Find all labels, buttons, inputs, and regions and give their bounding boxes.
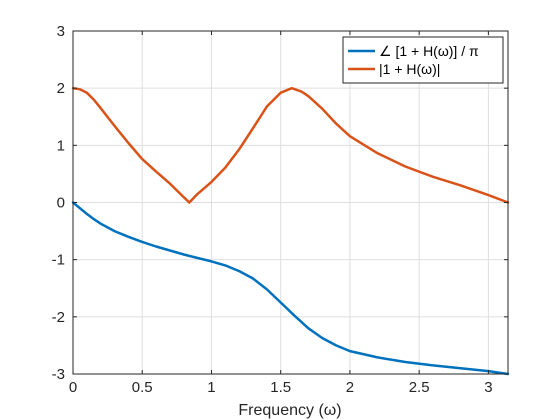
x-tick-label: 3 bbox=[484, 379, 492, 396]
legend: ∠ [1 + H(ω)] / π |1 + H(ω)| bbox=[342, 36, 504, 84]
x-tick-label: 2.5 bbox=[409, 379, 430, 396]
series-line-2 bbox=[71, 86, 510, 204]
y-tick-label: -2 bbox=[52, 309, 65, 326]
x-tick-label: 0 bbox=[69, 379, 77, 396]
legend-box bbox=[342, 36, 504, 84]
tick-marks bbox=[72, 30, 508, 375]
y-tick-label: -3 bbox=[52, 366, 65, 383]
legend-label-2: |1 + H(ω)| bbox=[379, 61, 440, 77]
y-tick-label: 3 bbox=[57, 23, 65, 40]
series-layer bbox=[71, 86, 510, 376]
y-tick-label: 0 bbox=[57, 195, 65, 212]
x-tick-label: 1 bbox=[207, 379, 215, 396]
y-tick-label: -1 bbox=[52, 252, 65, 269]
y-tick-label: 1 bbox=[57, 137, 65, 154]
tick-labels: 0 0.5 1 1.5 2 2.5 3 -3 -2 -1 0 1 2 3 bbox=[52, 23, 493, 396]
x-axis-label: Frequency (ω) bbox=[238, 402, 341, 419]
series-line-1 bbox=[71, 201, 510, 376]
x-tick-label: 2 bbox=[346, 379, 354, 396]
y-tick-label: 2 bbox=[57, 80, 65, 97]
x-tick-label: 0.5 bbox=[132, 379, 153, 396]
legend-label-1: ∠ [1 + H(ω)] / π bbox=[379, 43, 479, 59]
x-tick-label: 1.5 bbox=[270, 379, 291, 396]
